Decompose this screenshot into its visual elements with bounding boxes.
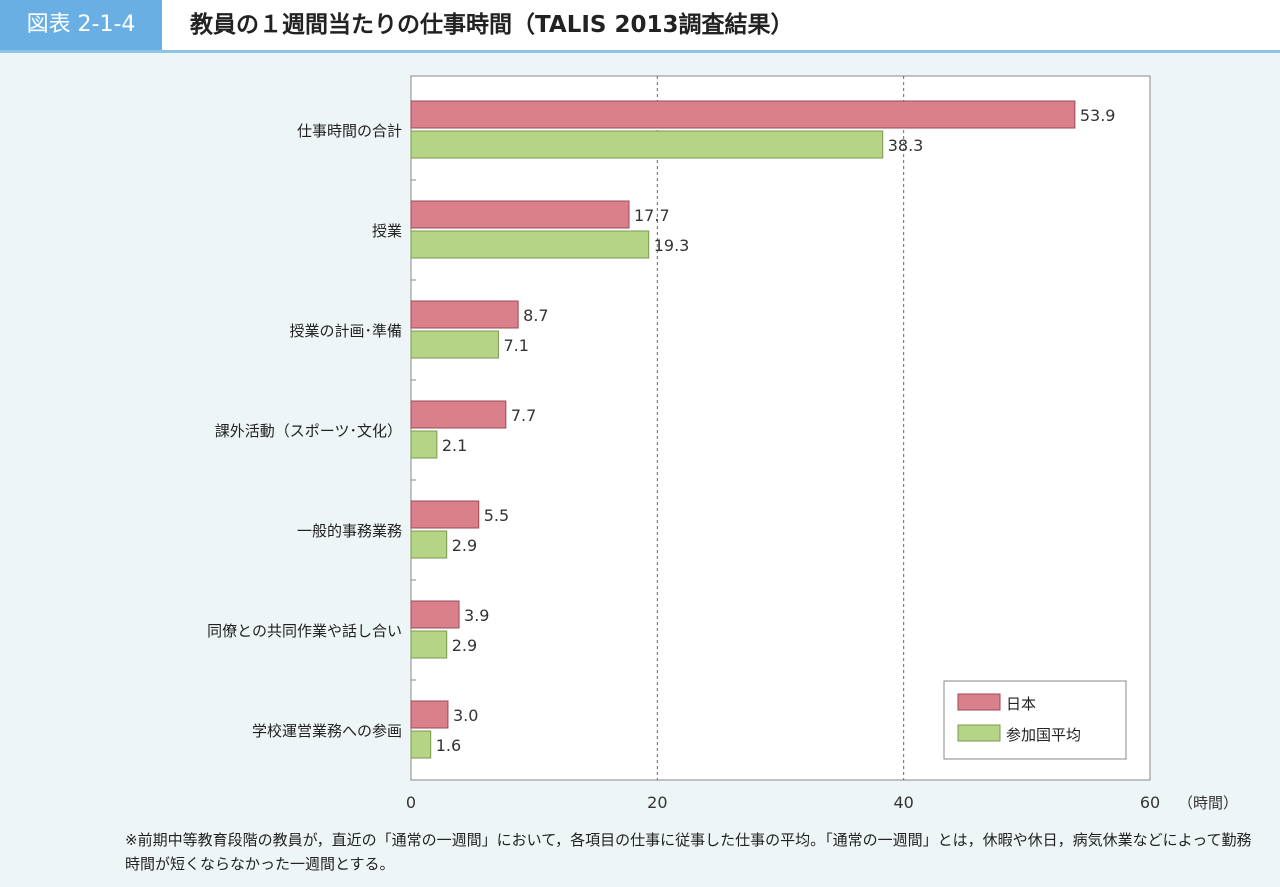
data-label: 53.9 <box>1080 106 1116 125</box>
category-label: 一般的事務業務 <box>297 522 402 540</box>
data-label: 2.1 <box>442 436 467 455</box>
x-tick-label: 0 <box>406 793 416 812</box>
bar-average <box>410 130 884 159</box>
x-axis-unit: （時間） <box>1178 794 1238 812</box>
x-tick-label: 40 <box>893 793 913 812</box>
bar-japan <box>410 600 460 629</box>
category-label: 仕事時間の合計 <box>297 122 402 140</box>
data-label: 17.7 <box>634 206 670 225</box>
data-label: 3.9 <box>464 606 489 625</box>
bar-average <box>410 630 448 659</box>
category-label: 課外活動（スポーツ･文化） <box>215 422 402 440</box>
data-label: 1.6 <box>436 736 461 755</box>
category-label: 同僚との共同作業や話し合い <box>207 622 402 640</box>
bar-japan <box>410 100 1076 129</box>
x-tick-label: 20 <box>647 793 667 812</box>
bar-average <box>410 530 448 559</box>
bar-average <box>410 330 499 359</box>
data-label: 38.3 <box>888 136 924 155</box>
figure-number: 図表 2-1-4 <box>0 0 162 50</box>
data-label: 2.9 <box>452 636 477 655</box>
data-label: 7.7 <box>511 406 536 425</box>
data-label: 19.3 <box>654 236 690 255</box>
bar-average <box>410 230 650 259</box>
header-bar <box>0 0 1280 53</box>
footnote: ※前期中等教育段階の教員が，直近の「通常の一週間」において，各項目の仕事に従事し… <box>125 831 1252 873</box>
legend-swatch <box>957 724 1001 742</box>
x-tick-label: 60 <box>1140 793 1160 812</box>
bar-japan <box>410 400 507 429</box>
data-label: 7.1 <box>503 336 528 355</box>
data-label: 2.9 <box>452 536 477 555</box>
category-label: 授業 <box>372 222 402 240</box>
legend-label: 参加国平均 <box>1006 726 1081 744</box>
data-label: 3.0 <box>453 706 478 725</box>
data-label: 5.5 <box>484 506 509 525</box>
bar-average <box>410 430 438 459</box>
plot-area <box>410 75 1151 781</box>
bar-japan <box>410 300 519 329</box>
category-label: 授業の計画･準備 <box>289 322 402 340</box>
data-label: 8.7 <box>523 306 548 325</box>
legend-swatch <box>957 693 1001 711</box>
category-label: 学校運営業務への参画 <box>252 722 402 740</box>
legend <box>943 680 1127 760</box>
legend-label: 日本 <box>1006 695 1036 713</box>
bar-japan <box>410 500 480 529</box>
bar-japan <box>410 200 630 229</box>
bar-average <box>410 730 432 759</box>
chart-title: 教員の１週間当たりの仕事時間（TALIS 2013調査結果） <box>190 12 794 38</box>
bar-japan <box>410 700 449 729</box>
